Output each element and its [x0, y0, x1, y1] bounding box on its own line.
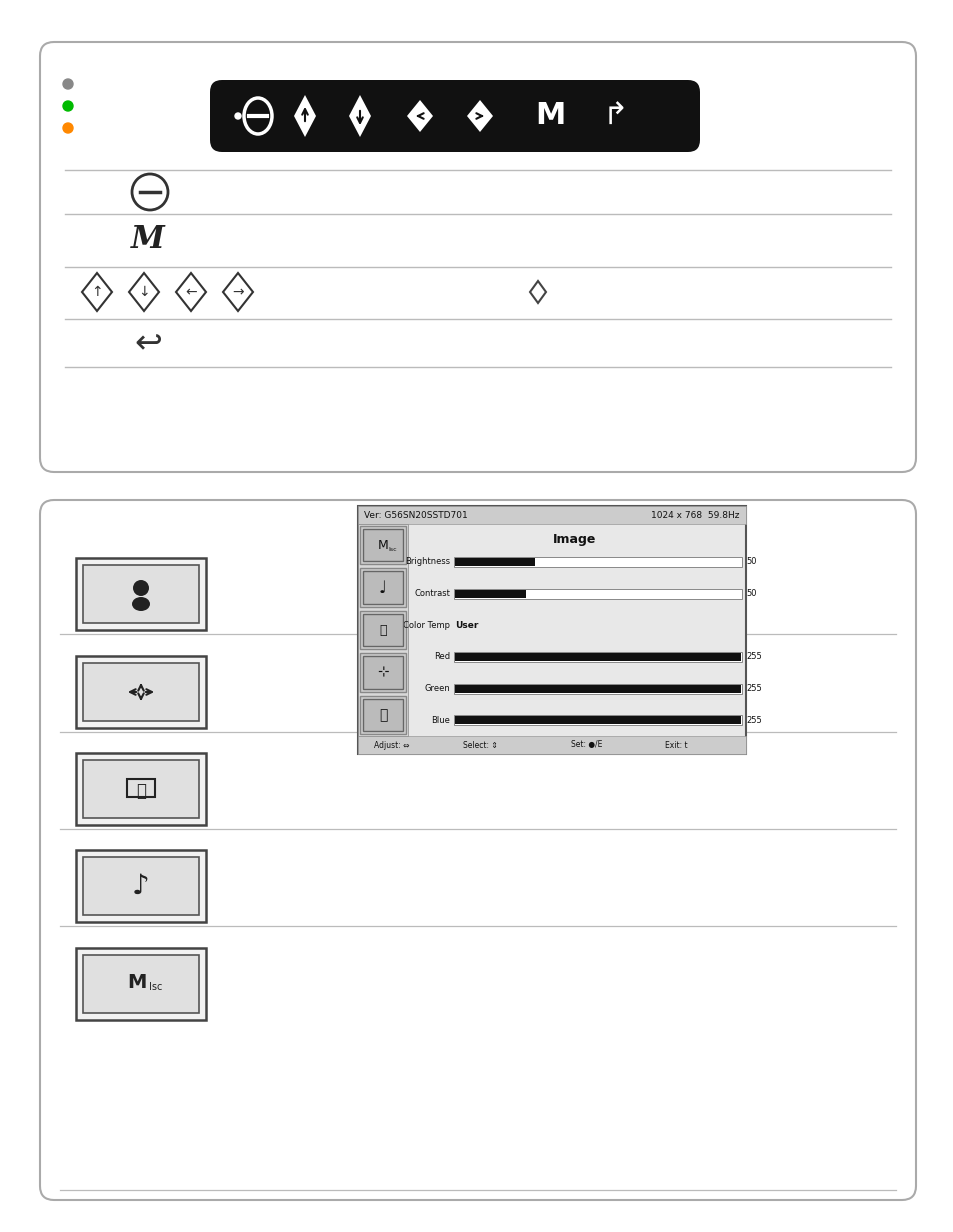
Text: 255: 255 [745, 652, 760, 662]
Text: ↑: ↑ [91, 285, 103, 299]
Bar [455, 685, 740, 692]
Polygon shape [467, 100, 493, 132]
Text: M: M [377, 538, 388, 552]
Text: 255: 255 [745, 684, 760, 692]
Text: ↱: ↱ [601, 101, 627, 131]
Bar [454, 684, 741, 694]
Bar [363, 699, 402, 731]
Bar [76, 753, 206, 825]
Text: ♪: ♪ [132, 872, 150, 901]
Text: Select: ⇕: Select: ⇕ [462, 740, 497, 749]
Circle shape [234, 113, 241, 120]
Text: Color Temp: Color Temp [402, 621, 450, 630]
Bar [357, 506, 745, 754]
Bar [454, 652, 741, 662]
Bar [83, 955, 199, 1013]
Bar [455, 716, 740, 724]
Bar [363, 614, 402, 647]
Bar [454, 589, 741, 599]
FancyBboxPatch shape [40, 500, 915, 1200]
Text: 🎬: 🎬 [136, 782, 146, 800]
Text: →: → [232, 285, 244, 299]
Bar [455, 653, 740, 660]
Bar [359, 611, 406, 649]
Text: 50: 50 [745, 557, 756, 567]
Bar [83, 857, 199, 915]
Text: Exit: t: Exit: t [664, 740, 686, 749]
Polygon shape [349, 95, 371, 137]
Text: 255: 255 [745, 716, 760, 724]
Bar [357, 506, 745, 524]
Bar [454, 715, 741, 726]
Text: 50: 50 [745, 589, 756, 598]
Text: Set: ●/E: Set: ●/E [571, 740, 602, 749]
Bar [357, 736, 745, 754]
Text: 1024 x 768  59.8Hz: 1024 x 768 59.8Hz [651, 510, 740, 520]
Bar [357, 524, 408, 736]
Bar [359, 653, 406, 691]
Text: Adjust: ⇔: Adjust: ⇔ [374, 740, 409, 749]
Bar [83, 760, 199, 818]
Bar [83, 663, 199, 721]
Text: ←: ← [185, 285, 196, 299]
Bar [359, 696, 406, 734]
Polygon shape [294, 95, 315, 137]
Bar [83, 565, 199, 623]
Ellipse shape [132, 598, 150, 611]
Bar [359, 526, 406, 564]
Text: ↓: ↓ [138, 285, 150, 299]
Bar [454, 557, 741, 567]
Text: M: M [131, 224, 165, 255]
Bar [76, 947, 206, 1020]
Text: Ver: G56SN20SSTD701: Ver: G56SN20SSTD701 [364, 510, 467, 520]
Text: 👤: 👤 [378, 708, 387, 722]
FancyBboxPatch shape [40, 42, 915, 472]
Bar [76, 850, 206, 922]
Bar [127, 779, 154, 797]
Bar [363, 572, 402, 604]
Text: 🎥: 🎥 [379, 623, 386, 637]
Text: M: M [535, 101, 564, 131]
Bar [455, 558, 535, 565]
Bar [359, 568, 406, 607]
Text: ↩: ↩ [133, 328, 162, 361]
FancyBboxPatch shape [210, 80, 700, 152]
Bar [363, 529, 402, 562]
Text: Isc: Isc [149, 982, 162, 992]
Text: Green: Green [424, 684, 450, 692]
Bar [76, 558, 206, 630]
Text: M: M [127, 973, 147, 993]
Polygon shape [407, 100, 433, 132]
Text: Brightness: Brightness [404, 557, 450, 567]
Circle shape [63, 123, 73, 133]
Bar [363, 657, 402, 689]
Circle shape [63, 101, 73, 111]
Text: Isc: Isc [388, 547, 396, 552]
Text: Image: Image [553, 533, 596, 547]
Text: ♩: ♩ [378, 579, 387, 596]
Text: User: User [455, 621, 477, 630]
Text: Contrast: Contrast [414, 589, 450, 598]
Text: Red: Red [434, 652, 450, 662]
Circle shape [63, 79, 73, 89]
Bar [76, 655, 206, 728]
Circle shape [132, 580, 149, 596]
Text: ⊹: ⊹ [376, 665, 389, 679]
Bar [455, 589, 526, 598]
Text: Blue: Blue [431, 716, 450, 724]
